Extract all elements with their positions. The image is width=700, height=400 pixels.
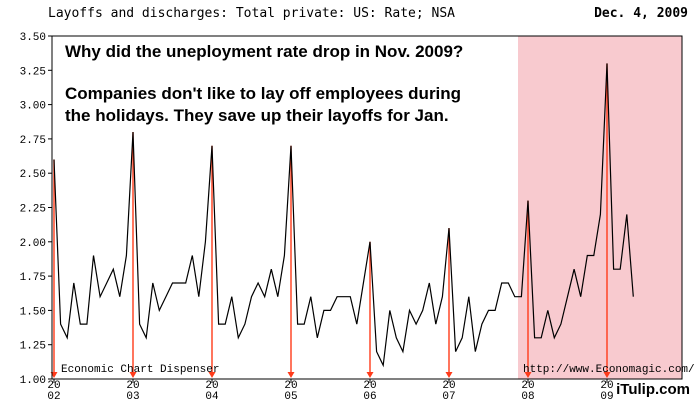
x-tick-label-bottom: 08 (521, 391, 534, 400)
x-tick-label-bottom: 05 (284, 391, 297, 400)
y-axis: 3.50 3.25 3.00 2.75 2.50 2.25 2.00 1.75 1.50 1.25… (20, 32, 52, 387)
january-marker-arrow (445, 372, 453, 378)
y-tick-label: 2.25 (20, 204, 46, 216)
january-marker-arrow (603, 372, 611, 378)
y-tick-label: 3.50 (20, 32, 46, 44)
chart-date: Dec. 4, 2009 (594, 6, 688, 21)
x-tick-label-bottom: 07 (442, 391, 455, 400)
y-tick-label: 2.75 (20, 135, 46, 147)
y-tick-label: 2.50 (20, 169, 46, 181)
y-tick-label: 1.00 (20, 375, 46, 387)
footer-right: http://www.Economagic.com/ (523, 364, 695, 376)
x-tick-label-top: 20 (600, 380, 613, 392)
footer-left: Economic Chart Dispenser (61, 364, 219, 376)
x-tick-label-top: 20 (363, 380, 376, 392)
y-tick-label: 1.25 (20, 341, 46, 353)
x-tick-label-top: 20 (284, 380, 297, 392)
annotation-answer-line1: Companies don't like to lay off employee… (65, 84, 461, 103)
annotation-answer-line2: the holidays. They save up their layoffs… (65, 106, 449, 125)
january-marker-arrow (366, 372, 374, 378)
y-tick-label: 1.75 (20, 272, 46, 284)
x-tick-label-top: 20 (442, 380, 455, 392)
x-tick-label-bottom: 03 (126, 391, 139, 400)
january-marker-arrow (129, 372, 137, 378)
x-tick-label-bottom: 02 (47, 391, 60, 400)
x-tick-label-bottom: 04 (205, 391, 219, 400)
recession-shade (518, 36, 682, 379)
x-tick-label-bottom: 09 (600, 391, 613, 400)
x-tick-label-top: 20 (205, 380, 218, 392)
series-line (53, 63, 634, 368)
y-tick-label: 3.00 (20, 101, 46, 113)
x-tick-label-top: 20 (47, 380, 60, 392)
january-marker-arrow (208, 372, 216, 378)
x-tick-label-top: 20 (126, 380, 139, 392)
x-tick-label-top: 20 (521, 380, 534, 392)
january-markers (50, 63, 611, 378)
january-marker-arrow (524, 372, 532, 378)
y-tick-label: 3.25 (20, 66, 46, 78)
y-tick-label: 1.50 (20, 306, 46, 318)
plot-frame (51, 35, 683, 380)
january-marker-arrow (287, 372, 295, 378)
brand-label: iTulip.com (616, 381, 690, 398)
y-tick-label: 2.00 (20, 238, 46, 250)
chart-title: Layoffs and discharges: Total private: U… (48, 6, 455, 21)
x-tick-label-bottom: 06 (363, 391, 376, 400)
annotation-question: Why did the uneployment rate drop in Nov… (65, 42, 463, 61)
